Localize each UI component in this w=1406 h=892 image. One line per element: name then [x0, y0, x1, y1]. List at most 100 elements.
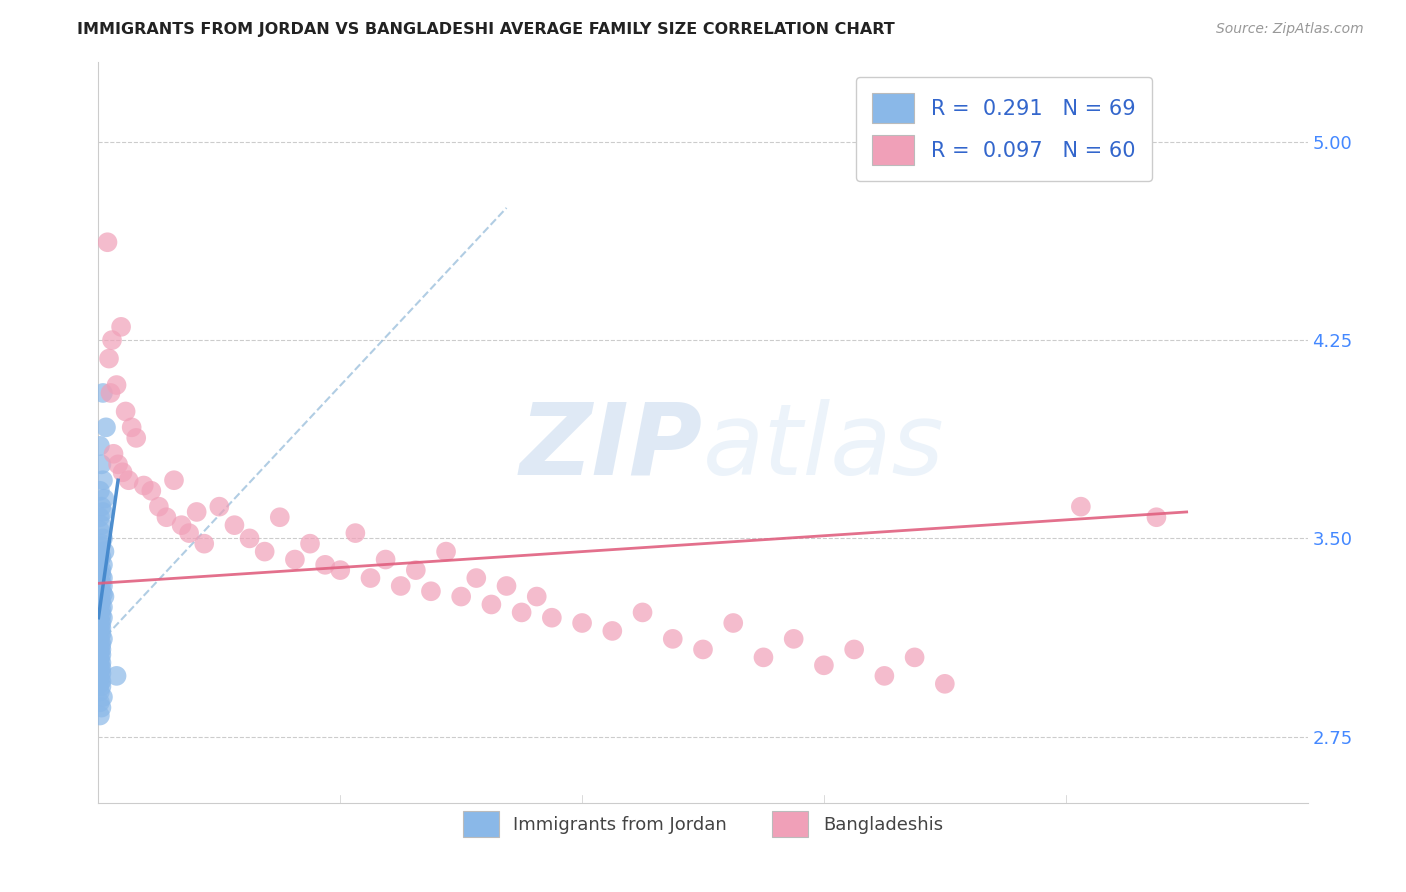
Point: [90, 537, 112, 551]
Point: [89, 582, 111, 596]
Point: [93, 590, 115, 604]
Point: [434, 544, 457, 558]
Point: [495, 579, 517, 593]
Point: [299, 537, 322, 551]
Point: [121, 420, 143, 434]
Point: [90, 637, 112, 651]
Point: [132, 478, 155, 492]
Point: [89, 645, 111, 659]
Point: [89, 613, 111, 627]
Point: [93, 544, 115, 558]
Point: [100, 386, 122, 401]
Point: [89, 640, 111, 654]
Point: [91, 587, 114, 601]
Legend: Immigrants from Jordan, Bangladeshis: Immigrants from Jordan, Bangladeshis: [454, 802, 952, 846]
Point: [90, 648, 112, 662]
Text: IMMIGRANTS FROM JORDAN VS BANGLADESHI AVERAGE FAMILY SIZE CORRELATION CHART: IMMIGRANTS FROM JORDAN VS BANGLADESHI AV…: [77, 22, 896, 37]
Point: [526, 590, 548, 604]
Point: [89, 439, 111, 453]
Point: [105, 378, 128, 392]
Point: [90, 666, 112, 681]
Point: [89, 483, 111, 498]
Point: [1144, 510, 1167, 524]
Point: [90, 656, 112, 670]
Point: [111, 465, 134, 479]
Point: [89, 677, 111, 691]
Point: [98, 351, 121, 366]
Point: [91, 532, 114, 546]
Point: [89, 574, 111, 588]
Point: [360, 571, 382, 585]
Point: [89, 658, 111, 673]
Point: [91, 611, 114, 625]
Point: [89, 510, 111, 524]
Point: [141, 483, 163, 498]
Point: [89, 618, 111, 632]
Point: [89, 634, 111, 648]
Point: [723, 615, 745, 630]
Point: [90, 568, 112, 582]
Point: [89, 650, 111, 665]
Text: Source: ZipAtlas.com: Source: ZipAtlas.com: [1216, 22, 1364, 37]
Point: [96, 235, 118, 250]
Point: [813, 658, 835, 673]
Point: [89, 653, 111, 667]
Point: [90, 549, 112, 564]
Point: [89, 524, 111, 538]
Point: [91, 473, 114, 487]
Point: [90, 615, 112, 630]
Point: [571, 615, 593, 630]
Point: [103, 447, 125, 461]
Point: [420, 584, 443, 599]
Point: [481, 598, 503, 612]
Point: [118, 473, 141, 487]
Point: [90, 576, 112, 591]
Point: [91, 386, 114, 401]
Point: [89, 629, 111, 643]
Point: [90, 661, 112, 675]
Point: [90, 603, 112, 617]
Point: [148, 500, 170, 514]
Point: [90, 674, 112, 689]
Point: [90, 608, 112, 623]
Point: [661, 632, 683, 646]
Point: [344, 526, 367, 541]
Point: [89, 672, 111, 686]
Text: ZIP: ZIP: [520, 399, 703, 496]
Point: [1070, 500, 1092, 514]
Point: [90, 680, 112, 694]
Point: [89, 598, 111, 612]
Point: [89, 552, 111, 566]
Point: [110, 319, 132, 334]
Point: [90, 584, 112, 599]
Point: [90, 458, 112, 472]
Point: [101, 333, 124, 347]
Point: [186, 505, 208, 519]
Point: [163, 473, 186, 487]
Point: [90, 700, 112, 714]
Point: [90, 642, 112, 657]
Point: [692, 642, 714, 657]
Point: [844, 642, 866, 657]
Point: [193, 537, 215, 551]
Point: [329, 563, 352, 577]
Point: [405, 563, 427, 577]
Point: [89, 539, 111, 553]
Point: [155, 510, 177, 524]
Point: [783, 632, 806, 646]
Point: [114, 404, 136, 418]
Text: atlas: atlas: [703, 399, 945, 496]
Point: [91, 690, 114, 704]
Point: [90, 563, 112, 577]
Point: [465, 571, 488, 585]
Point: [602, 624, 624, 638]
Point: [253, 544, 276, 558]
Point: [90, 621, 112, 635]
Point: [89, 606, 111, 620]
Point: [873, 669, 896, 683]
Point: [89, 685, 111, 699]
Point: [89, 664, 111, 678]
Point: [752, 650, 775, 665]
Point: [91, 571, 114, 585]
Point: [170, 518, 193, 533]
